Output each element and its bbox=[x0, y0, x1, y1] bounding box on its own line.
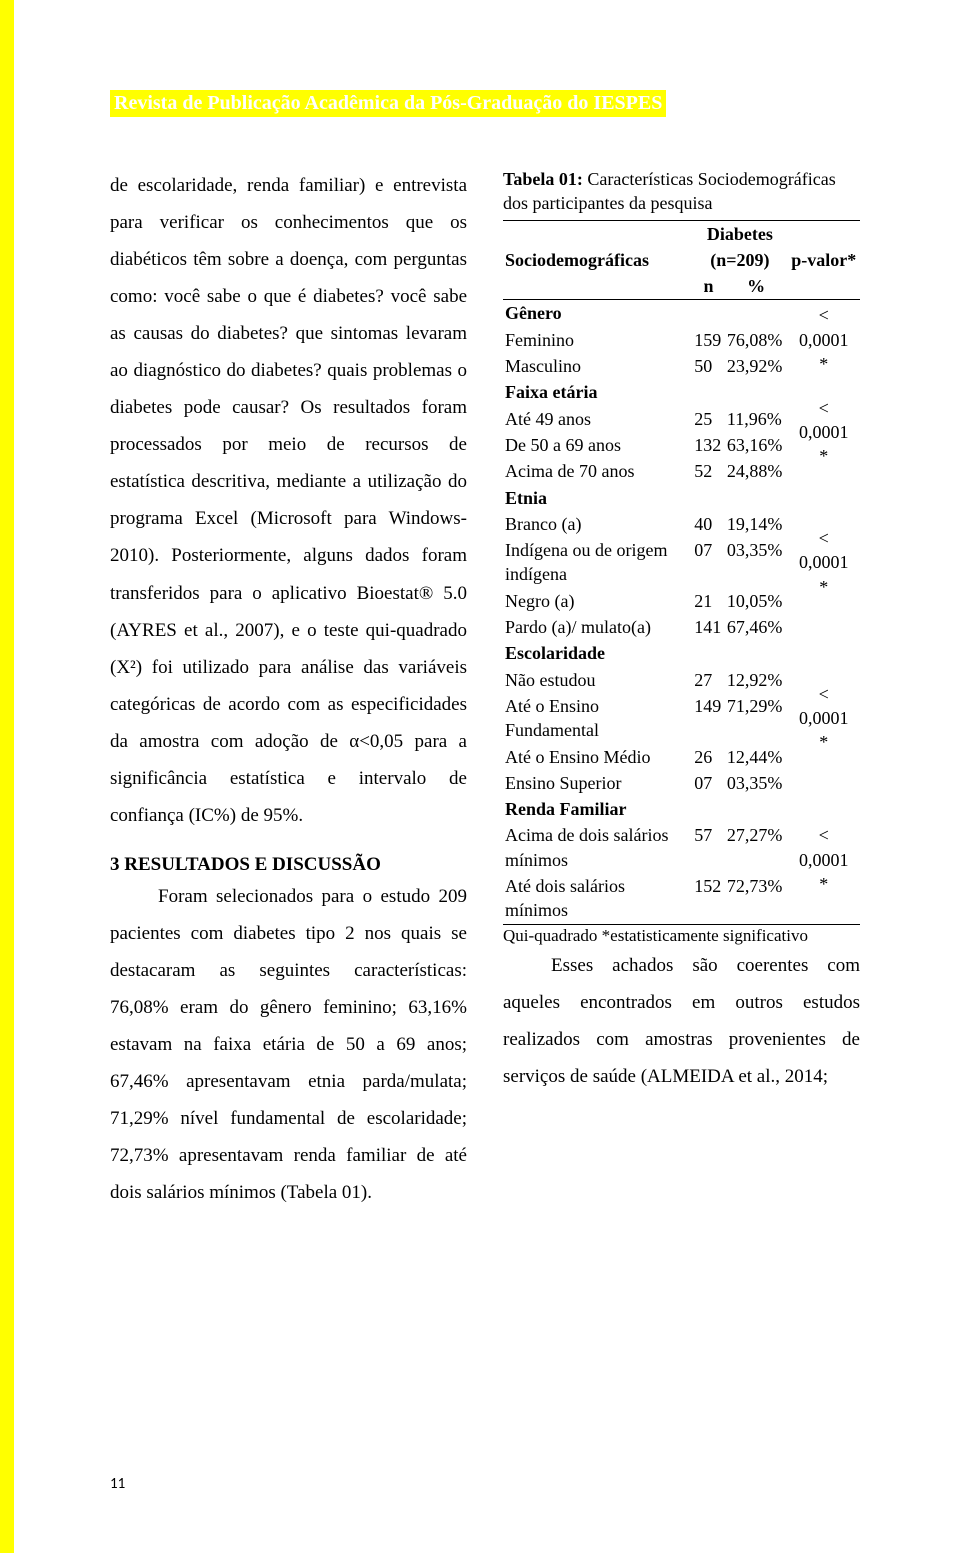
table-cell-n: 07 bbox=[692, 537, 725, 588]
table-row-label: Até o Ensino Fundamental bbox=[503, 693, 692, 744]
table-cell-n: 141 bbox=[692, 614, 725, 640]
table-footnote: Qui-quadrado *estatisticamente significa… bbox=[503, 925, 860, 947]
table-cell-n: 25 bbox=[692, 406, 725, 432]
table-cell-pct: 67,46% bbox=[725, 614, 788, 640]
table-row-label: Até o Ensino Médio bbox=[503, 744, 692, 770]
table-pvalue: <0,0001* bbox=[787, 640, 860, 796]
table-cell-n: 50 bbox=[692, 353, 725, 379]
table-cell-pct: 23,92% bbox=[725, 353, 788, 379]
body-paragraph: de escolaridade, renda familiar) e entre… bbox=[110, 167, 467, 834]
table-cell bbox=[692, 640, 725, 666]
table-cell-pct: 12,44% bbox=[725, 744, 788, 770]
body-paragraph: Foram selecionados para o estudo 209 pac… bbox=[110, 878, 467, 1211]
table-cell bbox=[692, 300, 725, 327]
table-row-label: Negro (a) bbox=[503, 588, 692, 614]
table-row-label: Pardo (a)/ mulato(a) bbox=[503, 614, 692, 640]
table-cell-n: 152 bbox=[692, 873, 725, 924]
side-stripe bbox=[0, 0, 14, 1553]
table-cell bbox=[692, 796, 725, 822]
col-subheader-pct: % bbox=[725, 273, 788, 300]
table-cell-pct: 72,73% bbox=[725, 873, 788, 924]
table-cell-pct: 03,35% bbox=[725, 537, 788, 588]
table-pvalue: <0,0001* bbox=[787, 379, 860, 484]
right-column: Tabela 01: Características Sociodemográf… bbox=[503, 167, 860, 1211]
table-pvalue: <0,0001* bbox=[787, 796, 860, 924]
table-cell-n: 40 bbox=[692, 511, 725, 537]
journal-banner: Revista de Publicação Acadêmica da Pós-G… bbox=[110, 90, 666, 117]
table-cell-pct: 63,16% bbox=[725, 432, 788, 458]
table-cell-n: 26 bbox=[692, 744, 725, 770]
table-cell-pct: 27,27% bbox=[725, 822, 788, 873]
table-cell bbox=[725, 485, 788, 511]
col-header-diabetes: Diabetes bbox=[692, 220, 787, 247]
table-cell bbox=[725, 796, 788, 822]
table-cell bbox=[725, 379, 788, 405]
table-row-label: Acima de 70 anos bbox=[503, 458, 692, 484]
table-cell-n: 149 bbox=[692, 693, 725, 744]
table-row-label: Branco (a) bbox=[503, 511, 692, 537]
table-cell-n: 21 bbox=[692, 588, 725, 614]
table-group-label: Gênero bbox=[503, 300, 692, 327]
col-header-sociodem: Sociodemográficas bbox=[503, 220, 692, 300]
table-row-label: Não estudou bbox=[503, 667, 692, 693]
table-cell-pct: 76,08% bbox=[725, 327, 788, 353]
table-cell-pct: 03,35% bbox=[725, 770, 788, 796]
table-row-label: Até 49 anos bbox=[503, 406, 692, 432]
table-cell-pct: 71,29% bbox=[725, 693, 788, 744]
table-cell-pct: 24,88% bbox=[725, 458, 788, 484]
two-column-layout: de escolaridade, renda familiar) e entre… bbox=[110, 167, 860, 1211]
section-heading: 3 RESULTADOS E DISCUSSÃO bbox=[110, 854, 467, 876]
table-row-label: Ensino Superior bbox=[503, 770, 692, 796]
table-caption: Tabela 01: Características Sociodemográf… bbox=[503, 167, 860, 216]
table-cell-pct: 10,05% bbox=[725, 588, 788, 614]
table-row-label: Masculino bbox=[503, 353, 692, 379]
table-cell-pct: 12,92% bbox=[725, 667, 788, 693]
table-pvalue: <0,0001* bbox=[787, 485, 860, 641]
table-group-label: Etnia bbox=[503, 485, 692, 511]
table-group-label: Faixa etária bbox=[503, 379, 692, 405]
table-group-label: Renda Familiar bbox=[503, 796, 692, 822]
col-header-pvalor: p-valor* bbox=[787, 220, 860, 300]
table-cell bbox=[725, 640, 788, 666]
sociodemographics-table: Sociodemográficas Diabetes p-valor* (n=2… bbox=[503, 220, 860, 925]
table-pvalue: <0,0001* bbox=[787, 300, 860, 379]
table-cell-n: 07 bbox=[692, 770, 725, 796]
table-row-label: De 50 a 69 anos bbox=[503, 432, 692, 458]
table-cell-pct: 11,96% bbox=[725, 406, 788, 432]
table-cell-n: 27 bbox=[692, 667, 725, 693]
table-cell bbox=[692, 379, 725, 405]
table-caption-label: Tabela 01: bbox=[503, 169, 583, 189]
body-paragraph: Esses achados são coerentes com aqueles … bbox=[503, 947, 860, 1095]
table-row-label: Acima de dois salários mínimos bbox=[503, 822, 692, 873]
page: Revista de Publicação Acadêmica da Pós-G… bbox=[0, 0, 960, 1211]
table-cell-n: 132 bbox=[692, 432, 725, 458]
table-cell-n: 52 bbox=[692, 458, 725, 484]
table-row-label: Indígena ou de origem indígena bbox=[503, 537, 692, 588]
table-cell bbox=[725, 300, 788, 327]
table-cell-n: 57 bbox=[692, 822, 725, 873]
table-cell bbox=[692, 485, 725, 511]
table-row-label: Até dois salários mínimos bbox=[503, 873, 692, 924]
col-header-n209: (n=209) bbox=[692, 247, 787, 273]
page-number: 11 bbox=[110, 1475, 125, 1493]
table-group-label: Escolaridade bbox=[503, 640, 692, 666]
table-cell-n: 159 bbox=[692, 327, 725, 353]
table-row-label: Feminino bbox=[503, 327, 692, 353]
left-column: de escolaridade, renda familiar) e entre… bbox=[110, 167, 467, 1211]
table-cell-pct: 19,14% bbox=[725, 511, 788, 537]
col-subheader-n: n bbox=[692, 273, 725, 300]
